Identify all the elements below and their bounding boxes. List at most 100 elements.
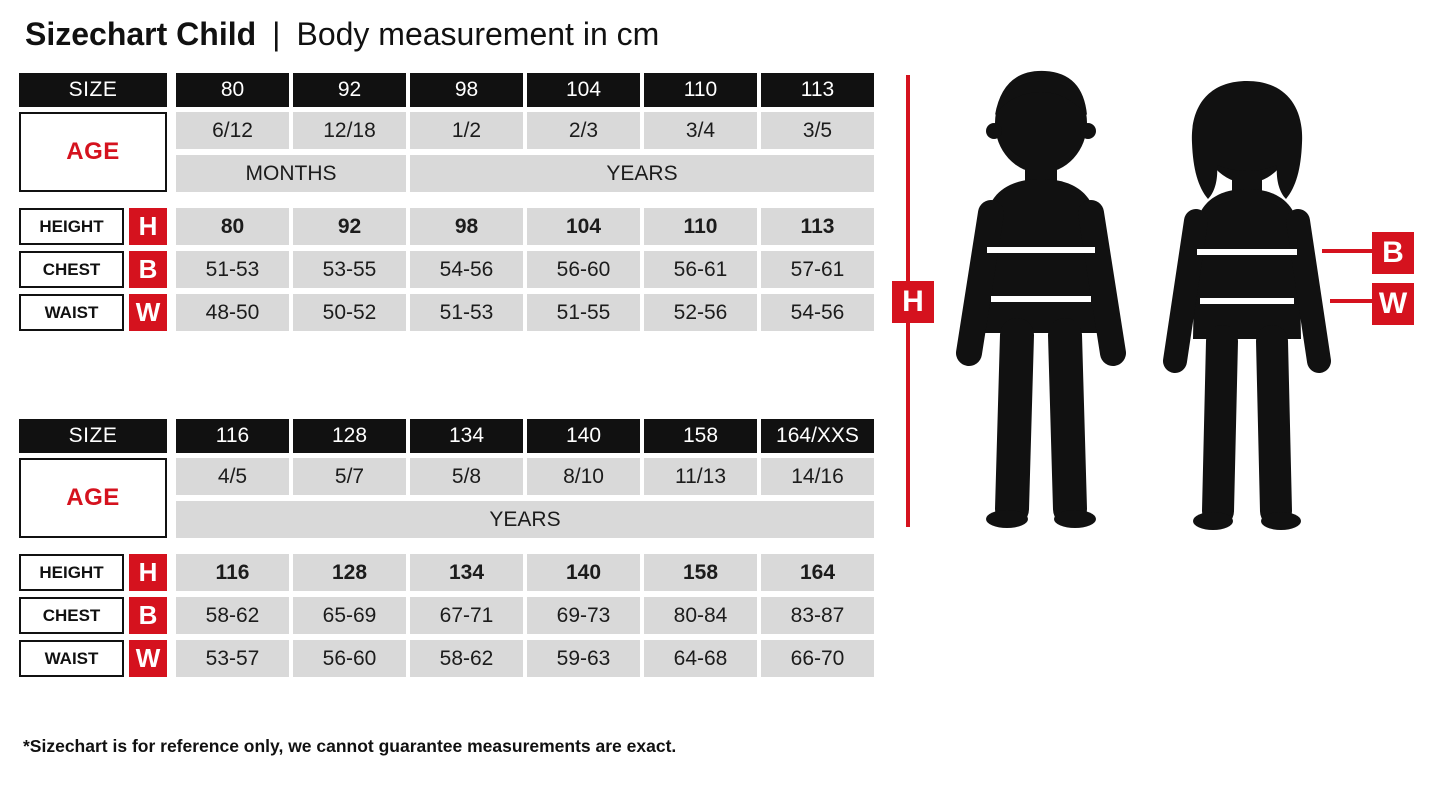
age-label: AGE bbox=[19, 458, 167, 538]
chest-row: CHEST B 58-62 65-69 67-71 69-73 80-84 83-87 bbox=[19, 597, 874, 634]
sizetable-large-sizes: SIZE 116 128 134 140 158 164/XXS AGE 4/5 5/7 5/8 8/… bbox=[19, 419, 874, 677]
age-label: AGE bbox=[19, 112, 167, 192]
chest-cells: 58-62 65-69 67-71 69-73 80-84 83-87 bbox=[176, 597, 874, 634]
waist-cell: 51-55 bbox=[527, 294, 640, 331]
size-cell: 98 bbox=[410, 73, 523, 107]
waist-row: WAIST W 48-50 50-52 51-53 51-55 52-56 54-56 bbox=[19, 294, 874, 331]
chest-cell: 67-71 bbox=[410, 597, 523, 634]
size-cell: 104 bbox=[527, 73, 640, 107]
chest-pointer-line bbox=[1322, 249, 1372, 253]
height-cells: 80 92 98 104 110 113 bbox=[176, 208, 874, 245]
age-band: AGE 4/5 5/7 5/8 8/10 11/13 14/16 YEARS bbox=[19, 458, 874, 538]
height-cell: 158 bbox=[644, 554, 757, 591]
waist-label: WAIST bbox=[19, 640, 124, 677]
chest-cell: 53-55 bbox=[293, 251, 406, 288]
waist-cell: 48-50 bbox=[176, 294, 289, 331]
height-label: HEIGHT bbox=[19, 208, 124, 245]
chest-cell: 80-84 bbox=[644, 597, 757, 634]
chest-letter-badge: B bbox=[129, 597, 167, 634]
chest-row: CHEST B 51-53 53-55 54-56 56-60 56-61 57-61 bbox=[19, 251, 874, 288]
height-letter-badge: H bbox=[129, 208, 167, 245]
height-cell: 110 bbox=[644, 208, 757, 245]
size-cell: 140 bbox=[527, 419, 640, 453]
age-unit-row: YEARS bbox=[176, 501, 874, 538]
size-cell: 128 bbox=[293, 419, 406, 453]
chest-cell: 69-73 bbox=[527, 597, 640, 634]
age-cell: 8/10 bbox=[527, 458, 640, 495]
girl-waist-line bbox=[1200, 298, 1294, 304]
height-row: HEIGHT H 80 92 98 104 110 113 bbox=[19, 208, 874, 245]
size-header-label: SIZE bbox=[19, 419, 167, 453]
waist-cells: 48-50 50-52 51-53 51-55 52-56 54-56 bbox=[176, 294, 874, 331]
chest-marker-badge: B bbox=[1372, 232, 1414, 274]
height-label: HEIGHT bbox=[19, 554, 124, 591]
girl-silhouette bbox=[1163, 81, 1331, 530]
age-cell: 1/2 bbox=[410, 112, 523, 149]
height-cells: 116 128 134 140 158 164 bbox=[176, 554, 874, 591]
chest-cell: 83-87 bbox=[761, 597, 874, 634]
age-band: AGE 6/12 12/18 1/2 2/3 3/4 3/5 MONTHS YEARS bbox=[19, 112, 874, 192]
waist-cell: 52-56 bbox=[644, 294, 757, 331]
chest-letter-badge: B bbox=[129, 251, 167, 288]
waist-cell: 53-57 bbox=[176, 640, 289, 677]
chest-cell: 56-60 bbox=[527, 251, 640, 288]
age-cell: 12/18 bbox=[293, 112, 406, 149]
size-tables: SIZE 80 92 98 104 110 113 AGE 6/12 12/18 1/2 2/3 3/4… bbox=[19, 73, 874, 683]
chest-cell: 56-61 bbox=[644, 251, 757, 288]
title-subtitle: Body measurement in cm bbox=[296, 16, 660, 52]
age-values-row: 4/5 5/7 5/8 8/10 11/13 14/16 bbox=[176, 458, 874, 495]
waist-row: WAIST W 53-57 56-60 58-62 59-63 64-68 66-70 bbox=[19, 640, 874, 677]
chest-cell: 58-62 bbox=[176, 597, 289, 634]
waist-marker-badge: W bbox=[1372, 283, 1414, 325]
age-cell: 3/5 bbox=[761, 112, 874, 149]
size-cell: 110 bbox=[644, 73, 757, 107]
height-cell: 116 bbox=[176, 554, 289, 591]
size-cell: 116 bbox=[176, 419, 289, 453]
waist-cell: 56-60 bbox=[293, 640, 406, 677]
height-cell: 98 bbox=[410, 208, 523, 245]
height-row: HEIGHT H 116 128 134 140 158 164 bbox=[19, 554, 874, 591]
size-header-row: SIZE 80 92 98 104 110 113 bbox=[19, 73, 874, 107]
boy-chest-line bbox=[987, 247, 1095, 253]
boy-waist-line bbox=[991, 296, 1091, 302]
size-header-label: SIZE bbox=[19, 73, 167, 107]
age-columns: 4/5 5/7 5/8 8/10 11/13 14/16 YEARS bbox=[176, 458, 874, 538]
size-header-row: SIZE 116 128 134 140 158 164/XXS bbox=[19, 419, 874, 453]
waist-cell: 59-63 bbox=[527, 640, 640, 677]
age-cell: 5/8 bbox=[410, 458, 523, 495]
age-unit-cell: YEARS bbox=[176, 501, 874, 538]
height-cell: 92 bbox=[293, 208, 406, 245]
size-cell: 92 bbox=[293, 73, 406, 107]
chest-cell: 57-61 bbox=[761, 251, 874, 288]
height-cell: 128 bbox=[293, 554, 406, 591]
age-unit-cell: YEARS bbox=[410, 155, 874, 192]
chest-label: CHEST bbox=[19, 251, 124, 288]
size-cell: 134 bbox=[410, 419, 523, 453]
size-cell: 158 bbox=[644, 419, 757, 453]
waist-cell: 54-56 bbox=[761, 294, 874, 331]
age-values-row: 6/12 12/18 1/2 2/3 3/4 3/5 bbox=[176, 112, 874, 149]
sizetable-small-sizes: SIZE 80 92 98 104 110 113 AGE 6/12 12/18 1/2 2/3 3/4… bbox=[19, 73, 874, 331]
chest-cells: 51-53 53-55 54-56 56-60 56-61 57-61 bbox=[176, 251, 874, 288]
size-cells: 80 92 98 104 110 113 bbox=[176, 73, 874, 107]
boy-silhouette bbox=[956, 70, 1126, 528]
size-cell: 164/XXS bbox=[761, 419, 874, 453]
age-unit-row: MONTHS YEARS bbox=[176, 155, 874, 192]
girl-chest-line bbox=[1197, 249, 1297, 255]
size-cell: 80 bbox=[176, 73, 289, 107]
body-measurement-diagram: H B W bbox=[890, 63, 1441, 553]
waist-letter-badge: W bbox=[129, 294, 167, 331]
age-cell: 4/5 bbox=[176, 458, 289, 495]
title-main: Sizechart Child bbox=[25, 16, 257, 52]
age-cell: 11/13 bbox=[644, 458, 757, 495]
waist-letter-badge: W bbox=[129, 640, 167, 677]
waist-cell: 64-68 bbox=[644, 640, 757, 677]
age-cell: 6/12 bbox=[176, 112, 289, 149]
height-cell: 80 bbox=[176, 208, 289, 245]
waist-cells: 53-57 56-60 58-62 59-63 64-68 66-70 bbox=[176, 640, 874, 677]
chest-cell: 51-53 bbox=[176, 251, 289, 288]
waist-pointer-line bbox=[1330, 299, 1372, 303]
age-cell: 5/7 bbox=[293, 458, 406, 495]
height-cell: 113 bbox=[761, 208, 874, 245]
